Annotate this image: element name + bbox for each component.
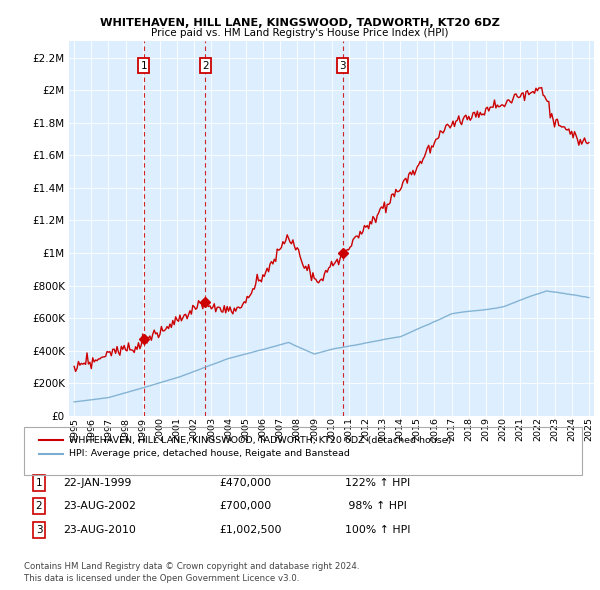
Text: WHITEHAVEN, HILL LANE, KINGSWOOD, TADWORTH, KT20 6DZ: WHITEHAVEN, HILL LANE, KINGSWOOD, TADWOR… xyxy=(100,18,500,28)
Text: 3: 3 xyxy=(340,61,346,71)
Text: 1: 1 xyxy=(35,478,43,487)
Text: £470,000: £470,000 xyxy=(219,478,271,487)
Text: 3: 3 xyxy=(35,525,43,535)
Text: WHITEHAVEN, HILL LANE, KINGSWOOD, TADWORTH, KT20 6DZ (detached house): WHITEHAVEN, HILL LANE, KINGSWOOD, TADWOR… xyxy=(69,435,451,445)
Text: 2: 2 xyxy=(202,61,209,71)
Text: 100% ↑ HPI: 100% ↑ HPI xyxy=(345,525,410,535)
Text: £1,002,500: £1,002,500 xyxy=(219,525,281,535)
Text: 122% ↑ HPI: 122% ↑ HPI xyxy=(345,478,410,487)
Text: HPI: Average price, detached house, Reigate and Banstead: HPI: Average price, detached house, Reig… xyxy=(69,449,350,458)
Text: 1: 1 xyxy=(140,61,147,71)
Text: 22-JAN-1999: 22-JAN-1999 xyxy=(63,478,131,487)
Text: Contains HM Land Registry data © Crown copyright and database right 2024.
This d: Contains HM Land Registry data © Crown c… xyxy=(24,562,359,583)
Text: 2: 2 xyxy=(35,502,43,511)
Text: 23-AUG-2010: 23-AUG-2010 xyxy=(63,525,136,535)
Text: £700,000: £700,000 xyxy=(219,502,271,511)
Text: Price paid vs. HM Land Registry's House Price Index (HPI): Price paid vs. HM Land Registry's House … xyxy=(151,28,449,38)
Text: 23-AUG-2002: 23-AUG-2002 xyxy=(63,502,136,511)
Text: 98% ↑ HPI: 98% ↑ HPI xyxy=(345,502,407,511)
